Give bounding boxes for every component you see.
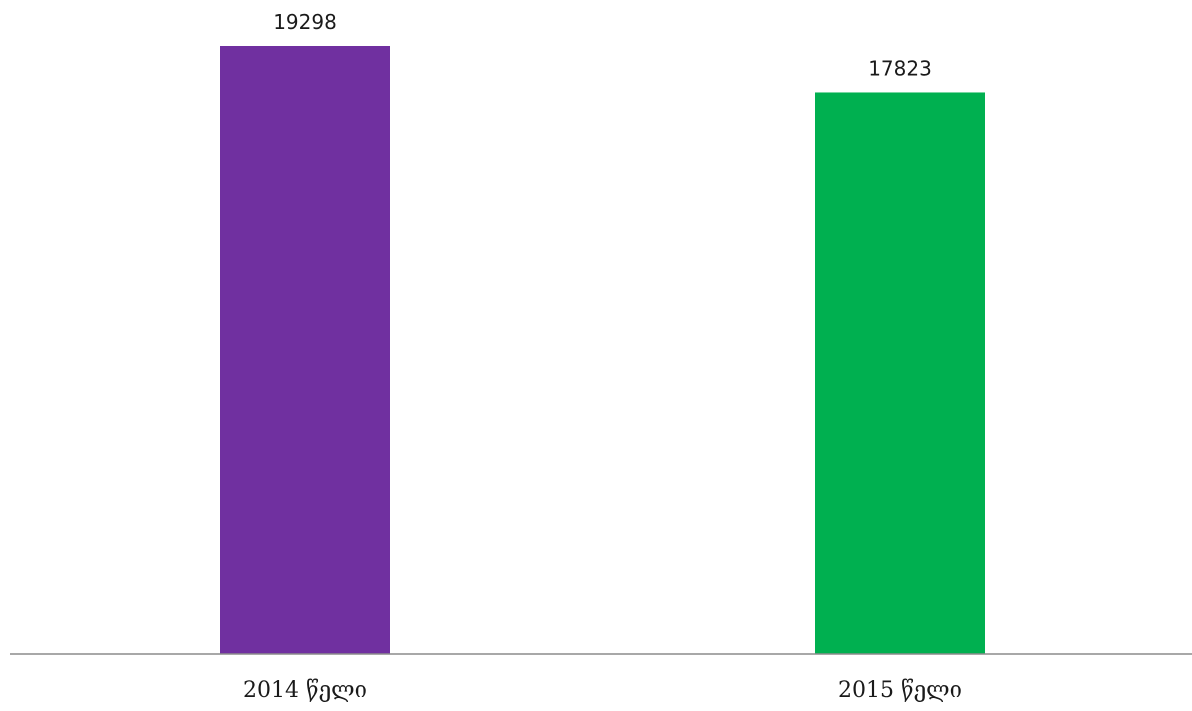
bars-layer: [220, 46, 985, 655]
data-label-0: 19298: [273, 10, 337, 34]
data-labels-layer: 19298 17823: [273, 10, 932, 80]
bar-1: [815, 92, 985, 655]
bar-0: [220, 46, 390, 654]
category-labels-layer: 2014 წელი 2015 წელი: [243, 678, 962, 703]
category-label-0: 2014 წელი: [243, 678, 367, 703]
category-label-1: 2015 წელი: [838, 678, 962, 703]
data-label-1: 17823: [868, 56, 932, 80]
